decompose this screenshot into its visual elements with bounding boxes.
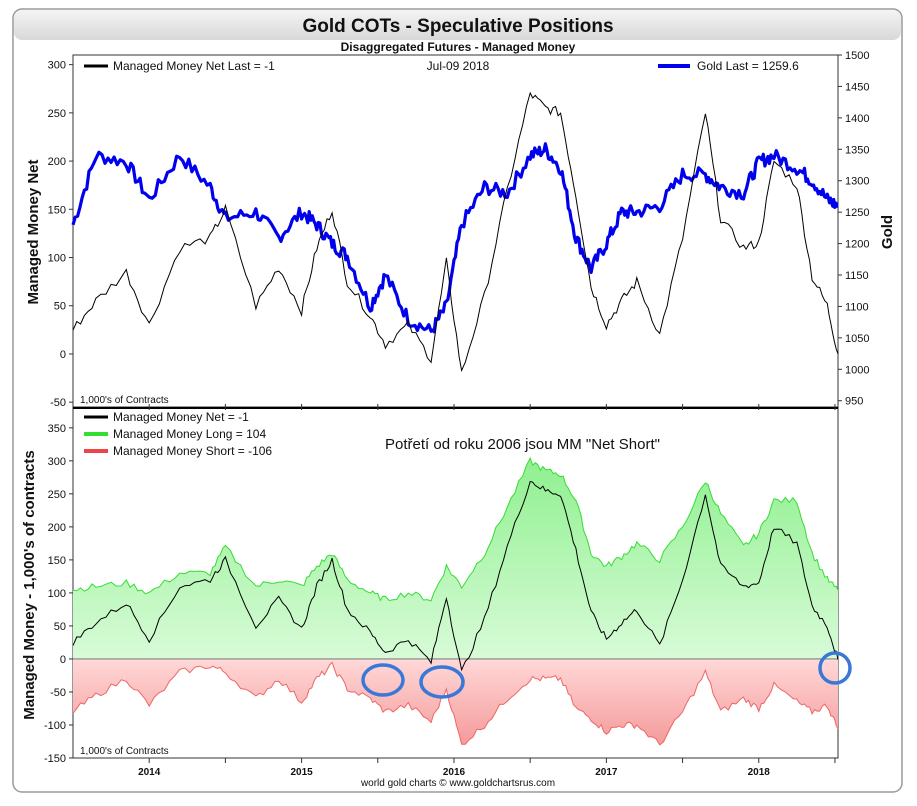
- bottom-tick-label: 100: [48, 588, 66, 600]
- top-ylabel: Managed Money Net: [25, 159, 42, 304]
- top-left-tick-label: -50: [50, 397, 66, 409]
- date-label: Jul-09 2018: [427, 59, 490, 73]
- legend-long-label: Managed Money Long = 104: [113, 427, 266, 441]
- top-units-note: 1,000's of Contracts: [80, 395, 169, 406]
- top-left-tick-label: 200: [48, 156, 66, 168]
- top-right-tick-label: 1100: [845, 301, 869, 313]
- top-right-tick-label: 1400: [845, 113, 869, 125]
- highlight-circle-2016: [419, 665, 465, 699]
- legend-net2-label: Managed Money Net = -1: [113, 410, 249, 424]
- top-left-tick-label: 100: [48, 253, 66, 265]
- long-area: [73, 458, 838, 659]
- top-right-tick-label: 1250: [845, 207, 869, 219]
- chart-title: Gold COTs - Speculative Positions: [302, 16, 613, 37]
- bottom-left-axis: 350 300 250 200 150 100 50 0 -50 -100 -150: [44, 423, 73, 765]
- bottom-tick-label: 150: [48, 555, 66, 567]
- x-axis: 2014 2015 2016 2017 2018: [138, 404, 836, 778]
- bottom-tick-label: 0: [60, 654, 66, 666]
- bottom-tick-label: -100: [44, 720, 66, 732]
- x-tick-label: 2018: [748, 767, 771, 778]
- top-right-tick-label: 1150: [845, 270, 869, 282]
- title-bar: [14, 10, 901, 40]
- legend-gold-label: Gold Last = 1259.6: [697, 59, 799, 73]
- footer-credit: world gold charts © www.goldchartsrus.co…: [360, 778, 555, 789]
- top-left-tick-label: 300: [48, 60, 66, 72]
- top-left-tick-label: 250: [48, 108, 66, 120]
- top-right-tick-label: 1450: [845, 81, 869, 93]
- top-right-tick-label: 1200: [845, 239, 869, 251]
- bottom-tick-label: 50: [54, 621, 66, 633]
- long-line: [72, 456, 839, 602]
- top-plot-area: [71, 54, 839, 408]
- top-right-tick-label: 1300: [845, 176, 869, 188]
- top-left-axis: 300 250 200 150 100 50 0 -50: [48, 60, 73, 409]
- bottom-ylabel: Managed Money - 1,000's of contracts: [21, 450, 38, 719]
- top-left-tick-label: 0: [60, 349, 66, 361]
- x-tick-label: 2017: [595, 767, 618, 778]
- top-right-tick-label: 1000: [845, 364, 869, 376]
- bottom-plot-area: [72, 407, 839, 759]
- short-line: [72, 661, 839, 746]
- legend-short-label: Managed Money Short = -106: [113, 444, 272, 458]
- bottom-tick-label: 200: [48, 522, 66, 534]
- highlight-circle-2015: [361, 663, 405, 697]
- top-right-tick-label: 950: [845, 396, 863, 408]
- top-right-axis: 1500 1450 1400 1350 1300 1250 1200 1150 1100 1050…: [838, 50, 869, 408]
- top-y2label: Gold: [879, 215, 896, 249]
- top-right-tick-label: 1350: [845, 144, 869, 156]
- bottom-tick-label: 250: [48, 489, 66, 501]
- highlight-circle-2018: [818, 651, 852, 685]
- bottom-tick-label: -50: [50, 687, 66, 699]
- gold-series-line: [71, 142, 839, 334]
- x-tick-label: 2014: [138, 767, 161, 778]
- x-tick-label: 2016: [443, 767, 466, 778]
- legend-net-label: Managed Money Net Last = -1: [113, 59, 275, 73]
- bottom-tick-label: 300: [48, 456, 66, 468]
- top-right-tick-label: 1500: [845, 50, 869, 62]
- top-left-tick-label: 150: [48, 204, 66, 216]
- x-tick-label: 2015: [290, 767, 313, 778]
- bottom-units-note: 1,000's of Contracts: [80, 746, 169, 757]
- bottom-tick-label: 350: [48, 423, 66, 435]
- top-left-tick-label: 50: [54, 301, 66, 313]
- bottom-tick-label: -150: [44, 753, 66, 765]
- annotation-net-short: Potřetí od roku 2006 jsou MM "Net Short": [385, 436, 660, 453]
- top-right-tick-label: 1050: [845, 333, 869, 345]
- managed-money-net-line-bottom: [72, 480, 839, 672]
- managed-money-net-line: [72, 91, 839, 373]
- chart-subtitle: Disaggregated Futures - Managed Money: [341, 40, 576, 54]
- short-area: [73, 658, 838, 745]
